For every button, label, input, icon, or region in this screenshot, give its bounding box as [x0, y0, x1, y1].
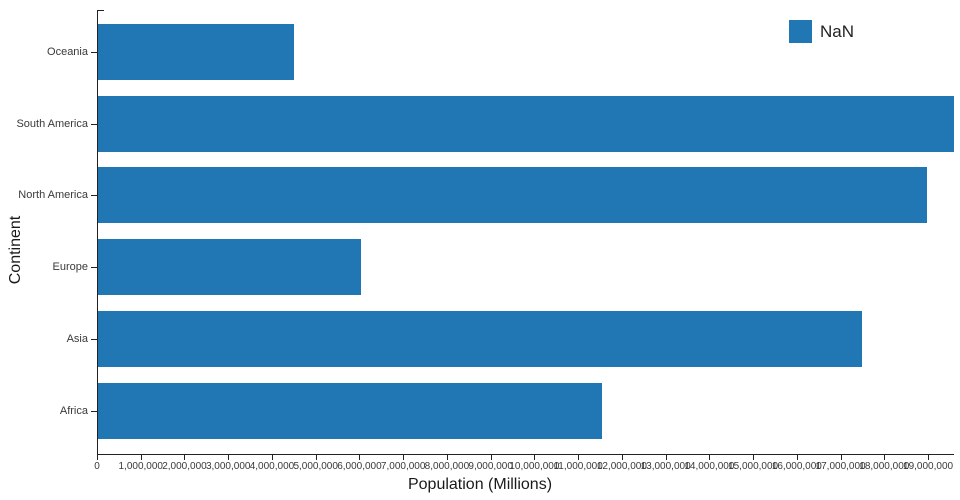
x-tick-label: 14,000,000 [684, 461, 735, 472]
x-tick-label: 8,000,000 [424, 461, 470, 472]
x-tick [928, 454, 930, 460]
x-tick-label: 16,000,000 [771, 461, 822, 472]
x-tick [490, 454, 492, 460]
x-tick [228, 454, 230, 460]
bar[interactable] [98, 239, 362, 296]
y-tick [91, 52, 97, 53]
x-tick-label: 17,000,000 [815, 461, 866, 472]
y-axis-top-tick [97, 10, 104, 11]
y-tick [91, 123, 97, 125]
x-tick-label: 7,000,000 [380, 461, 426, 472]
x-tick [97, 454, 98, 460]
y-tick-label: Europe [52, 261, 88, 274]
x-tick [534, 454, 536, 460]
x-tick-label: 2,000,000 [162, 461, 207, 472]
x-tick-label: 4,000,000 [249, 461, 295, 472]
bar[interactable] [98, 95, 954, 152]
y-tick-label: South America [16, 117, 88, 130]
y-tick [91, 267, 97, 269]
legend-label: NaN [820, 21, 855, 41]
x-tick [271, 454, 273, 460]
x-tick [578, 454, 580, 460]
x-tick-label: 13,000,000 [640, 461, 691, 472]
x-tick-label: 19,000,000 [903, 461, 954, 472]
legend[interactable]: NaN [789, 20, 854, 43]
x-tick-label: 3,000,000 [205, 461, 251, 472]
x-tick [140, 454, 142, 460]
x-tick-label: 9,000,000 [468, 461, 513, 472]
x-tick-label: 11,000,000 [553, 461, 603, 472]
x-tick [315, 454, 317, 460]
x-tick-label: 5,000,000 [293, 461, 338, 472]
x-tick-label: 1,000,000 [118, 461, 163, 472]
x-axis-title: Population (Millions) [407, 476, 553, 493]
x-tick-label: 10,000,000 [509, 461, 560, 472]
y-tick-label: Asia [66, 332, 88, 345]
bar[interactable] [98, 167, 928, 224]
y-tick [91, 338, 97, 340]
x-tick [446, 454, 448, 460]
y-axis-line [97, 10, 98, 454]
x-tick [796, 454, 798, 460]
y-tick-label: North America [18, 189, 88, 202]
x-tick [621, 454, 623, 460]
bar[interactable] [98, 24, 294, 80]
x-tick-label: 0 [94, 461, 100, 472]
x-tick [403, 454, 405, 460]
legend-swatch[interactable] [789, 20, 812, 43]
x-tick [665, 454, 667, 460]
x-tick [184, 454, 186, 460]
y-axis-title: Continent [7, 215, 24, 285]
y-tick-label: Africa [59, 404, 88, 417]
x-tick [753, 454, 755, 460]
bar[interactable] [98, 382, 602, 439]
x-tick [884, 454, 886, 460]
x-tick [709, 454, 711, 460]
x-tick [840, 454, 842, 460]
x-tick [359, 454, 361, 460]
x-tick-label: 6,000,000 [337, 461, 382, 472]
y-tick-label: Oceania [47, 46, 88, 58]
x-axis-line [97, 454, 954, 455]
y-tick [91, 195, 97, 197]
y-tick [91, 410, 97, 412]
x-tick-label: 15,000,000 [728, 461, 779, 472]
bar[interactable] [98, 310, 863, 367]
x-tick-label: 18,000,000 [859, 461, 910, 472]
x-tick-label: 12,000,000 [596, 461, 647, 472]
